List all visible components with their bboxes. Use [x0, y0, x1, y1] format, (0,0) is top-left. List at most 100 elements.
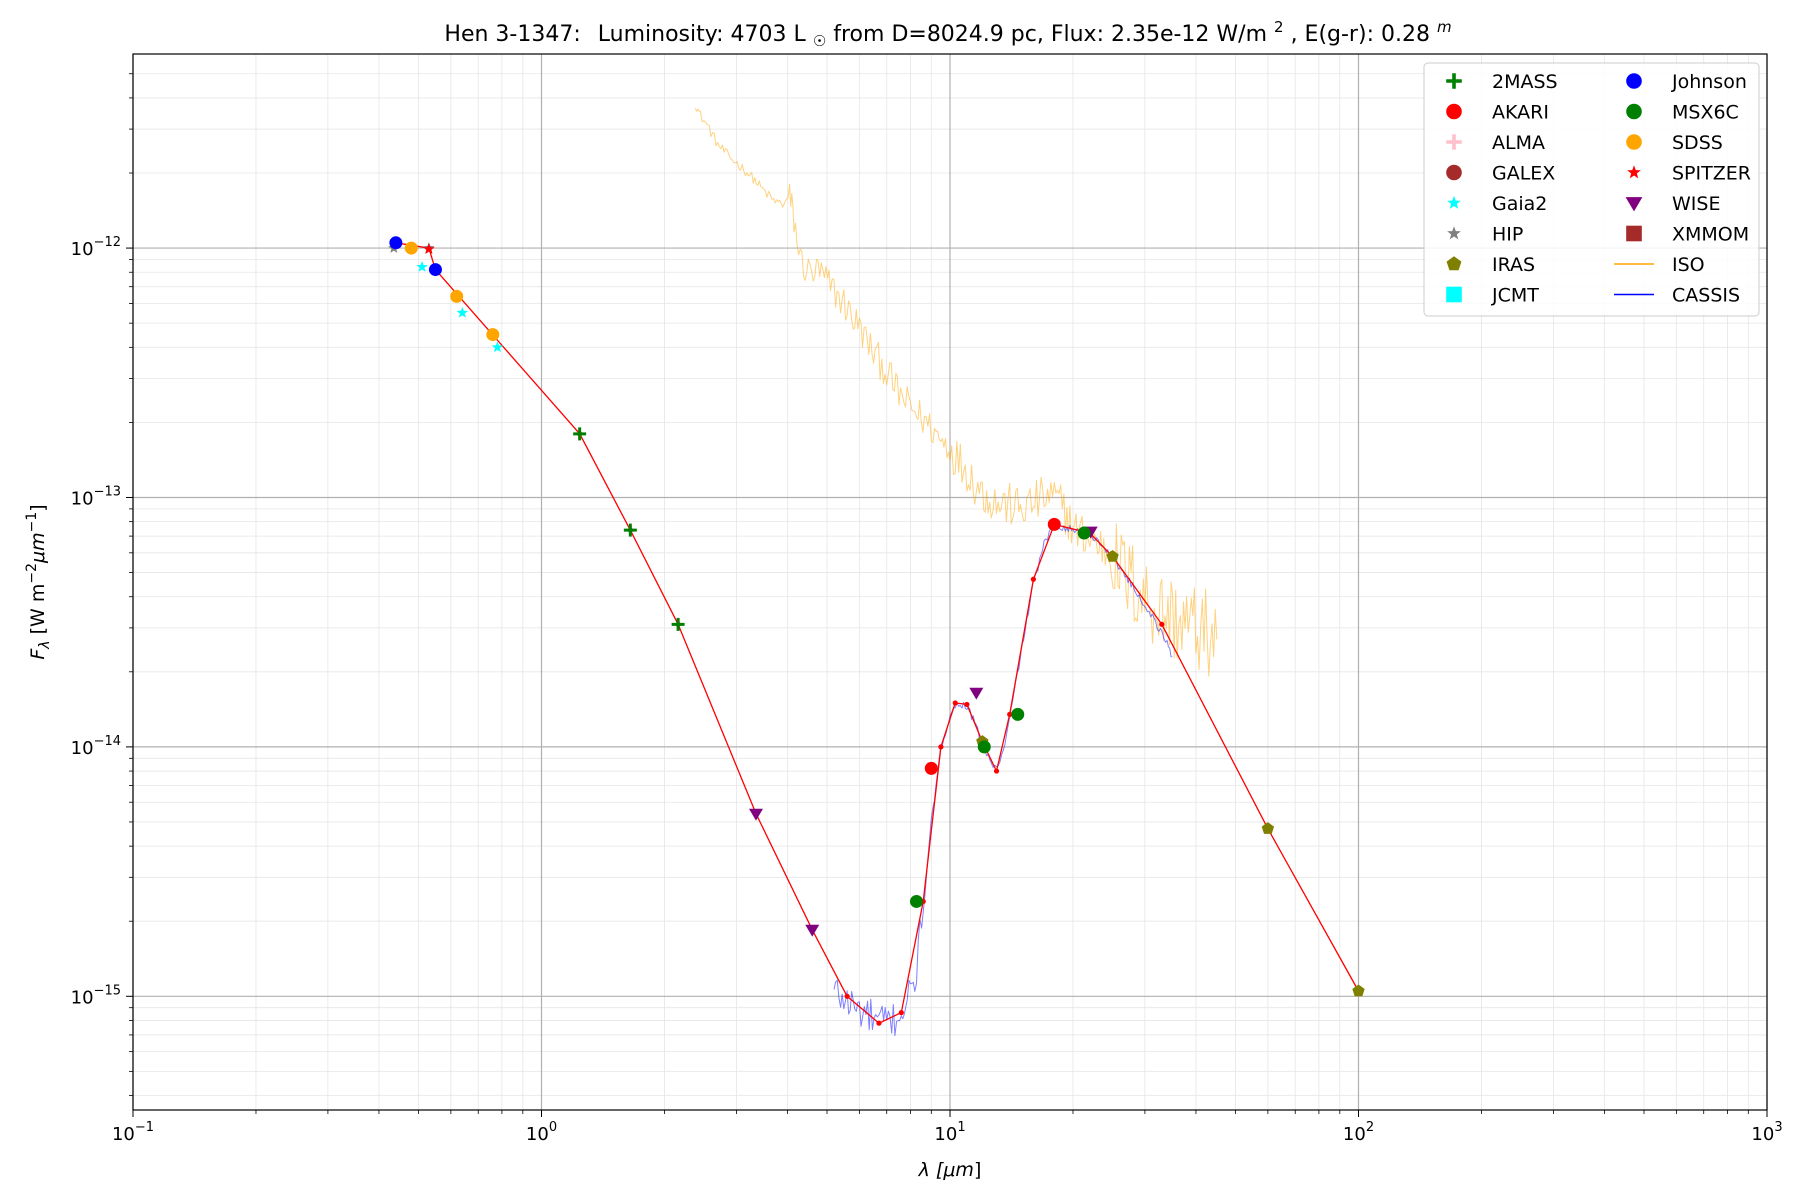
x-tick-base: 10: [1751, 1124, 1774, 1145]
model-point: [898, 1010, 904, 1016]
x-tick-exponent: 1: [957, 1120, 965, 1135]
legend-label-spitzer: SPITZER: [1672, 163, 1751, 185]
legend-marker-xmmom: [1626, 225, 1642, 242]
grid: [132, 54, 1768, 1110]
y-tick-exponent: −14: [94, 734, 121, 749]
legend-label-sdss: SDSS: [1672, 132, 1723, 154]
legend-label-akari: AKARI: [1492, 102, 1549, 124]
iras-point: [1261, 822, 1275, 834]
iras-point: [1106, 549, 1119, 562]
sdss-point: [450, 289, 464, 303]
x-tick-exponent: 2: [1366, 1120, 1374, 1135]
x-tick-label: 10−1: [112, 1120, 154, 1145]
x-tick-base: 10: [112, 1124, 135, 1145]
legend-marker-sdss: [1626, 134, 1642, 150]
legend-label-galex: GALEX: [1492, 163, 1555, 185]
legend-marker-msx6c: [1626, 103, 1642, 120]
gaia2-point: [456, 306, 469, 318]
model-point: [1007, 711, 1013, 717]
legend-marker-wise: [1625, 197, 1643, 212]
y-tick-label: 10−12: [71, 235, 121, 260]
y-tick-base: 10: [71, 987, 94, 1008]
johnson-point: [389, 236, 403, 250]
x-tick-label: 101: [934, 1120, 965, 1145]
x-axis-label-close: ]: [974, 1159, 981, 1181]
title-object: Hen 3-1347:: [444, 22, 580, 47]
legend-marker-jcmt: [1446, 286, 1462, 303]
akari-point: [1047, 517, 1061, 531]
2mass-point: [623, 523, 637, 537]
x-tick-label: 102: [1343, 1120, 1374, 1145]
legend-box: [1423, 62, 1760, 317]
msx6c-point: [1011, 707, 1025, 721]
gaia2-point: [491, 341, 504, 353]
wise-point: [748, 808, 763, 821]
y-axis-label: Fλ [W m−2μm−1]: [24, 504, 53, 659]
x-tick-exponent: −1: [135, 1120, 154, 1135]
y-tick-label: 10−14: [71, 734, 121, 759]
spitzer-point: [423, 243, 435, 255]
sdss-point: [404, 241, 418, 255]
model-point: [844, 993, 850, 999]
legend-marker-galex: [1446, 164, 1462, 181]
iso-spectrum: [694, 108, 1218, 677]
legend-label-alma: ALMA: [1492, 132, 1545, 154]
legend-label-2mass: 2MASS: [1492, 71, 1558, 93]
chart-title: Hen 3-1347: Luminosity: 4703 L ☉ from D=…: [444, 13, 1451, 52]
legend-marker-johnson: [1626, 73, 1642, 89]
legend-label-iso: ISO: [1672, 254, 1705, 276]
y-tick-base: 10: [71, 738, 94, 759]
legend-label-iras: IRAS: [1492, 254, 1535, 276]
legend-marker-akari: [1446, 103, 1462, 120]
legend: 2MASS AKARI ALMA GALEX Gaia2 HIP IRAS JCMT Johns…: [1423, 62, 1760, 317]
cassis-spectrum: [833, 524, 1173, 1037]
legend-label-gaia2: Gaia2: [1492, 193, 1547, 215]
y-axis-label-close: ]: [27, 504, 49, 511]
legend-label-johnson: Johnson: [1671, 71, 1747, 93]
y-tick-base: 10: [71, 239, 94, 260]
y-tick-exponent: −12: [94, 235, 121, 250]
sdss-point: [486, 328, 500, 342]
model-point: [1159, 621, 1165, 627]
msx6c-point: [910, 894, 924, 908]
x-tick-base: 10: [1343, 1124, 1366, 1145]
x-tick-base: 10: [934, 1124, 957, 1145]
gaia2-point: [416, 260, 428, 272]
title-sun-symbol: ☉: [813, 32, 826, 50]
legend-label-wise: WISE: [1672, 193, 1720, 215]
x-tick-exponent: 3: [1774, 1120, 1782, 1135]
model-point: [993, 768, 1000, 774]
y-axis-label-exp2: −1: [24, 512, 40, 533]
legend-label-cassis: CASSIS: [1672, 285, 1740, 307]
2mass-point: [671, 617, 685, 631]
y-tick-label: 10−13: [71, 484, 121, 509]
x-axis-label-unit: μm: [942, 1159, 974, 1181]
legend-label-jcmt: JCMT: [1491, 285, 1539, 307]
2mass-point: [573, 427, 587, 441]
y-axis-label-exp1: −2: [24, 563, 40, 584]
wise-point: [805, 924, 820, 937]
x-tick-base: 10: [526, 1124, 549, 1145]
msx6c-point: [977, 740, 991, 754]
model-point: [876, 1020, 882, 1026]
x-tick-label: 100: [526, 1120, 557, 1145]
wise-point: [969, 687, 984, 700]
y-tick-base: 10: [71, 488, 94, 509]
x-axis-label: λ [μm]: [918, 1159, 982, 1181]
legend-label-xmmom: XMMOM: [1672, 224, 1749, 246]
legend-marker-spitzer: [1627, 165, 1641, 179]
akari-point: [924, 761, 938, 775]
johnson-point: [428, 263, 442, 277]
legend-marker-2mass: [1446, 73, 1462, 89]
legend-label-msx6c: MSX6C: [1672, 102, 1739, 124]
y-tick-exponent: −13: [94, 484, 121, 499]
y-tick-label: 10−15: [71, 983, 121, 1008]
legend-marker-alma: [1446, 134, 1462, 150]
legend-label-hip: HIP: [1492, 224, 1523, 246]
msx6c-point: [1077, 526, 1091, 540]
x-tick-exponent: 0: [549, 1120, 557, 1135]
y-axis-label-um: μm: [27, 532, 49, 564]
